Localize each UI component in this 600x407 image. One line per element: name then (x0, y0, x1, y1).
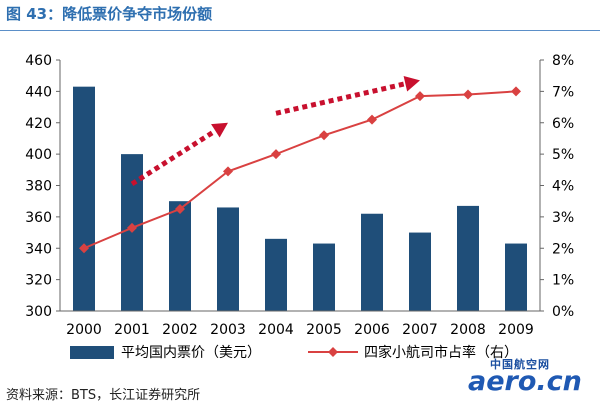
bar-2005 (313, 243, 335, 311)
legend-bar-swatch (70, 346, 114, 359)
figure-title: 图 43：降低票价争夺市场份额 (6, 5, 213, 23)
x-tick-label: 2007 (402, 322, 438, 338)
watermark-text-cn: 中国航空网 (490, 358, 550, 371)
line-point-2001 (127, 222, 137, 233)
left-tick-label: 360 (25, 210, 52, 226)
title-divider (0, 30, 600, 31)
x-tick-label: 2001 (114, 322, 150, 338)
left-tick-label: 320 (25, 273, 52, 289)
line-point-2007 (415, 91, 425, 102)
bar-2008 (457, 205, 479, 311)
right-tick-label: 4% (552, 179, 574, 195)
line-point-2000 (79, 243, 89, 254)
line-point-2003 (223, 166, 233, 177)
bar-2007 (409, 232, 431, 311)
right-tick-label: 2% (552, 241, 574, 257)
x-tick-label: 2002 (162, 322, 198, 338)
bar-series (73, 86, 527, 311)
bar-2006 (361, 213, 383, 311)
trend-arrows (130, 75, 420, 187)
left-tick-label: 440 (25, 84, 52, 100)
right-tick-label: 8% (552, 53, 574, 69)
right-tick-label: 5% (552, 147, 574, 163)
legend-bar-label: 平均国内票价（美元） (121, 345, 261, 361)
market-share-line (83, 90, 517, 250)
bar-2000 (73, 86, 95, 311)
right-tick-label: 7% (552, 84, 574, 100)
left-tick-label: 340 (25, 241, 52, 257)
line-point-2008 (463, 89, 473, 100)
left-tick-label: 400 (25, 147, 52, 163)
bar-2003 (217, 207, 239, 311)
line-point-2005 (319, 130, 329, 141)
trend-arrow-2-head (403, 75, 420, 92)
x-tick-label: 2000 (66, 322, 102, 338)
bar-2004 (265, 238, 287, 311)
left-tick-label: 420 (25, 116, 52, 132)
x-tick-label: 2003 (210, 322, 246, 338)
x-tick-label: 2008 (450, 322, 486, 338)
right-tick-label: 0% (552, 304, 574, 320)
legend-line-label: 四家小航司市占率（右） (364, 344, 518, 361)
trend-arrow-1-shaft (130, 128, 217, 187)
right-tick-label: 3% (552, 210, 574, 226)
line-series (79, 86, 521, 254)
left-tick-label: 300 (25, 304, 52, 320)
line-point-2006 (367, 114, 377, 125)
legend: 平均国内票价（美元） 四家小航司市占率（右） (70, 344, 518, 361)
source-note: 资料来源：BTS，长江证券研究所 (6, 388, 201, 403)
left-tick-label: 380 (25, 179, 52, 195)
watermark-text-en: aero.cn (468, 366, 582, 397)
right-tick-label: 6% (552, 116, 574, 132)
bar-2002 (169, 201, 191, 311)
x-tick-label: 2005 (306, 322, 342, 338)
line-point-2009 (511, 86, 521, 97)
bar-2009 (505, 243, 527, 311)
trend-arrow-2-shaft (275, 81, 406, 116)
line-point-2002 (175, 204, 185, 215)
x-tick-label: 2004 (258, 322, 294, 338)
axes: 300 320 340 360 380 400 420 440 460 0% 1% 2% 3% 4% 5% 6… (25, 53, 574, 338)
trend-arrow-1-head (211, 122, 228, 138)
x-tick-label: 2009 (498, 322, 534, 338)
line-point-2004 (271, 149, 281, 160)
legend-line-marker (328, 347, 338, 357)
right-tick-label: 1% (552, 273, 574, 289)
left-tick-label: 460 (25, 53, 52, 69)
x-tick-label: 2006 (354, 322, 390, 338)
